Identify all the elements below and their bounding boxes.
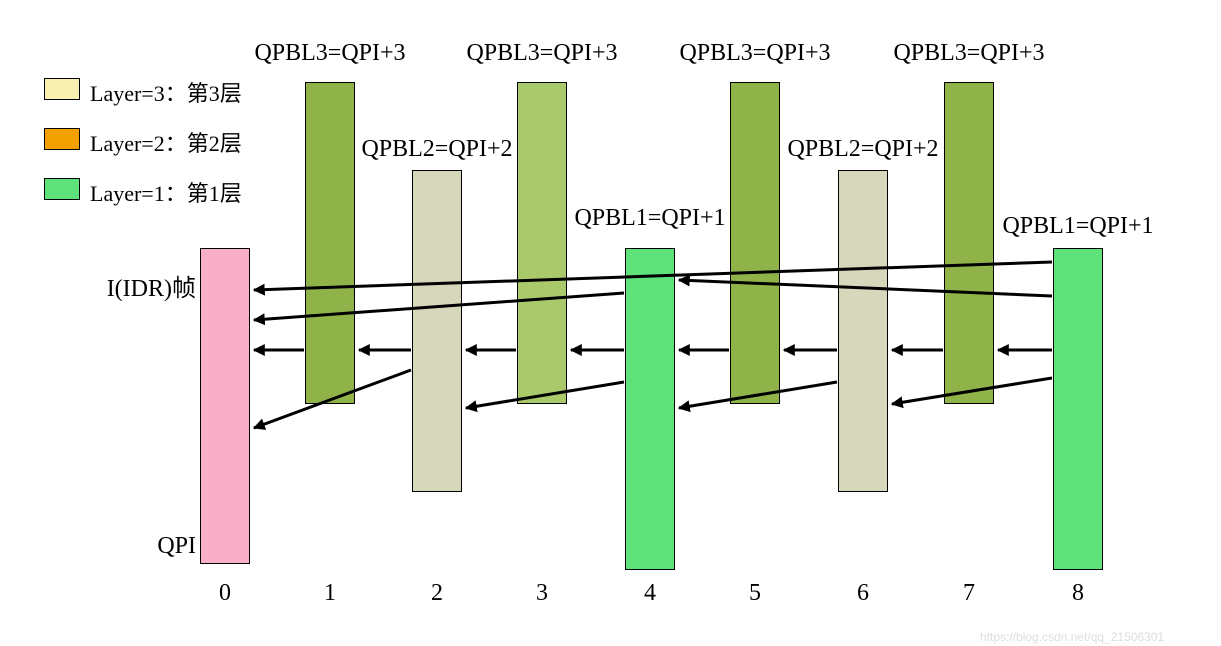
idr-label: I(IDR)帧 xyxy=(96,268,196,303)
watermark: https://blog.csdn.net/qq_21506301 xyxy=(980,630,1164,644)
x-label-6: 6 xyxy=(838,580,888,607)
x-label-7: 7 xyxy=(944,580,994,607)
qp-label-l1-4: QPBL1=QPI+1 xyxy=(550,205,750,232)
qp-label-l3-3: QPBL3=QPI+3 xyxy=(442,40,642,67)
legend-swatch-layer3 xyxy=(44,78,80,100)
x-label-2: 2 xyxy=(412,580,462,607)
legend-label-layer2: Layer=2：第2层 xyxy=(90,126,242,158)
qp-label-l3-5: QPBL3=QPI+3 xyxy=(655,40,855,67)
bar-4 xyxy=(625,248,675,570)
qp-label-l3-7: QPBL3=QPI+3 xyxy=(869,40,1069,67)
qpi-label: QPI xyxy=(146,533,196,560)
x-label-3: 3 xyxy=(517,580,567,607)
qp-label-l2-2: QPBL2=QPI+2 xyxy=(337,136,537,163)
bar-3 xyxy=(517,82,567,404)
bar-8 xyxy=(1053,248,1103,570)
bar-6 xyxy=(838,170,888,492)
x-label-8: 8 xyxy=(1053,580,1103,607)
bar-2 xyxy=(412,170,462,492)
legend-label-layer3: Layer=3：第3层 xyxy=(90,76,242,108)
qp-label-l2-6: QPBL2=QPI+2 xyxy=(763,136,963,163)
gop-layer-diagram: Layer=3：第3层 Layer=2：第2层 Layer=1：第1层 I(ID… xyxy=(0,0,1221,646)
bar-7 xyxy=(944,82,994,404)
x-label-5: 5 xyxy=(730,580,780,607)
qp-label-l1-8: QPBL1=QPI+1 xyxy=(978,213,1178,240)
legend-label-layer1: Layer=1：第1层 xyxy=(90,176,242,208)
bar-5 xyxy=(730,82,780,404)
legend-swatch-layer2 xyxy=(44,128,80,150)
bar-1 xyxy=(305,82,355,404)
x-label-4: 4 xyxy=(625,580,675,607)
bar-0-idr xyxy=(200,248,250,564)
legend-swatch-layer1 xyxy=(44,178,80,200)
qp-label-l3-1: QPBL3=QPI+3 xyxy=(230,40,430,67)
x-label-0: 0 xyxy=(200,580,250,607)
x-label-1: 1 xyxy=(305,580,355,607)
